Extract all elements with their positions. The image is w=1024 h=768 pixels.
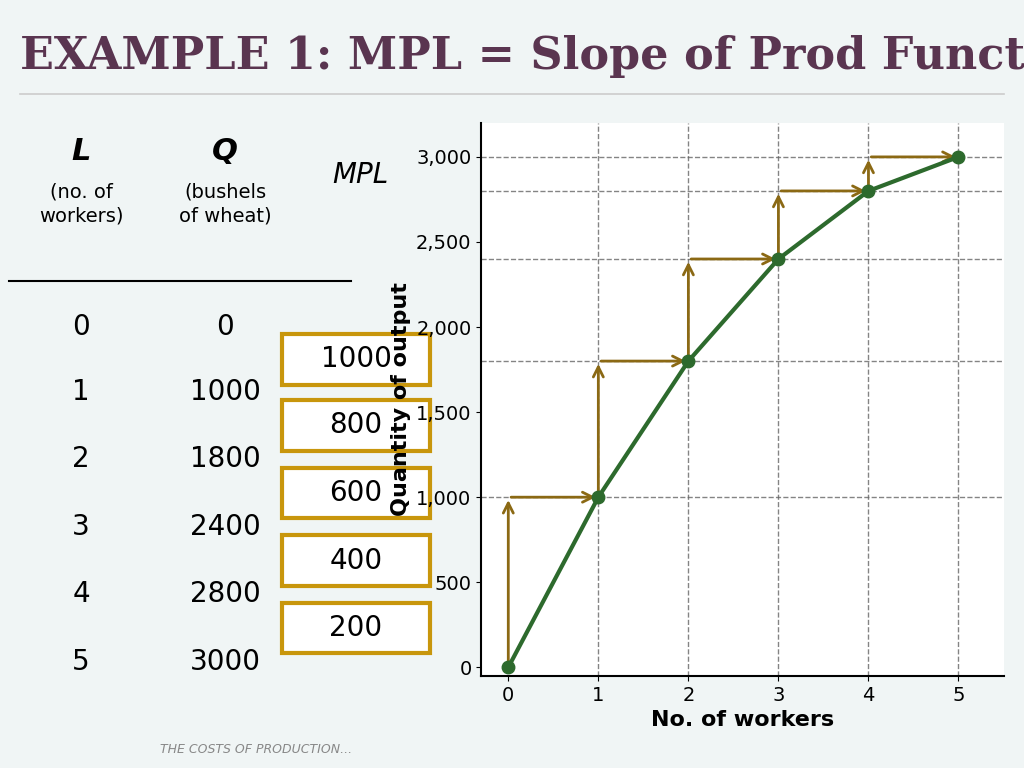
Text: 3000: 3000 (189, 648, 261, 676)
FancyBboxPatch shape (282, 468, 430, 518)
Text: 400: 400 (330, 547, 383, 574)
Text: 600: 600 (330, 479, 383, 507)
Text: 800: 800 (330, 412, 383, 439)
Text: 1000: 1000 (321, 346, 391, 373)
Text: 3: 3 (73, 513, 90, 541)
Text: (bushels
of wheat): (bushels of wheat) (179, 183, 271, 225)
Text: 2400: 2400 (189, 513, 261, 541)
FancyBboxPatch shape (282, 400, 430, 451)
FancyBboxPatch shape (282, 535, 430, 586)
Text: 4: 4 (73, 581, 90, 608)
Text: THE COSTS OF PRODUCTION...: THE COSTS OF PRODUCTION... (160, 743, 352, 756)
Text: 1000: 1000 (189, 378, 261, 406)
Text: EXAMPLE 1: MPL = Slope of Prod Function: EXAMPLE 1: MPL = Slope of Prod Function (20, 35, 1024, 78)
Text: 0: 0 (73, 313, 90, 341)
Text: 0: 0 (216, 313, 234, 341)
FancyBboxPatch shape (282, 334, 430, 385)
Text: 200: 200 (330, 614, 383, 642)
Text: MPL: MPL (333, 161, 388, 189)
Text: Q: Q (212, 137, 239, 166)
Text: 5: 5 (73, 648, 90, 676)
Text: 1800: 1800 (189, 445, 261, 473)
FancyBboxPatch shape (282, 603, 430, 654)
Text: 2800: 2800 (189, 581, 261, 608)
Text: 1: 1 (73, 378, 90, 406)
Text: (no. of
workers): (no. of workers) (39, 183, 123, 225)
Text: L: L (72, 137, 91, 166)
Text: 2: 2 (73, 445, 90, 473)
X-axis label: No. of workers: No. of workers (651, 710, 834, 730)
Y-axis label: Quantity of output: Quantity of output (390, 283, 411, 516)
